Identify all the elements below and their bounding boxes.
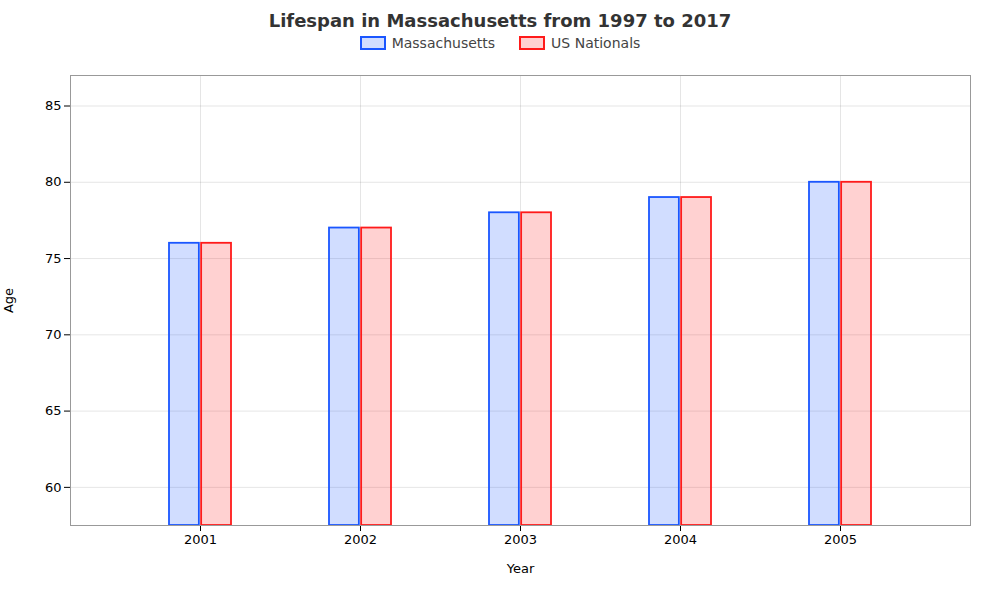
svg-text:75: 75 bbox=[45, 251, 62, 266]
svg-text:2002: 2002 bbox=[344, 532, 377, 547]
svg-text:2005: 2005 bbox=[824, 532, 857, 547]
svg-text:2003: 2003 bbox=[504, 532, 537, 547]
html-text:Lifespan in Massachusetts from: Lifespan in Massachusetts from 1997 to 2… bbox=[268, 10, 732, 31]
html-text:Massachusetts: Massachusetts bbox=[391, 35, 496, 51]
svg-text:80: 80 bbox=[45, 174, 62, 189]
svg-text:65: 65 bbox=[45, 403, 62, 418]
html-text:US Nationals: US Nationals bbox=[551, 35, 641, 51]
svg-text:85: 85 bbox=[45, 98, 62, 113]
svg-text:Year: Year bbox=[506, 561, 535, 576]
svg-text:2004: 2004 bbox=[664, 532, 697, 547]
svg-text:2001: 2001 bbox=[184, 532, 217, 547]
svg-text:Age: Age bbox=[1, 288, 16, 313]
svg-text:60: 60 bbox=[45, 480, 62, 495]
svg-text:70: 70 bbox=[45, 327, 62, 342]
